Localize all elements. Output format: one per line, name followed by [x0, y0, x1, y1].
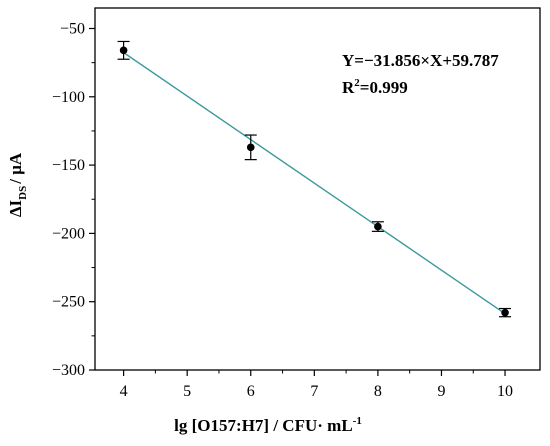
x-tick-label: 7: [310, 383, 318, 400]
x-axis-title: lg [O157:H7] / CFU· mL-1: [174, 415, 362, 435]
x-tick-label: 5: [183, 383, 191, 400]
y-tick-label: −150: [52, 157, 85, 174]
data-point: [501, 308, 509, 317]
y-axis-title: ΔIDS/ μA: [6, 152, 29, 217]
x-tick-label: 10: [497, 383, 513, 400]
fit-line: [123, 52, 506, 315]
x-tick-label: 6: [247, 383, 255, 400]
y-tick-label: −250: [52, 294, 85, 311]
data-point: [119, 46, 128, 55]
x-tick-label: 9: [437, 383, 445, 400]
r-squared: R2=0.999: [342, 77, 408, 97]
data-point: [246, 143, 255, 152]
tick-layer: 4 5 6 7 8 9 10 −50 −100 −150 −200 −250 −300: [52, 20, 513, 400]
y-tick-label: −100: [52, 89, 85, 106]
y-tick-label: −50: [60, 20, 85, 37]
x-tick-label: 8: [374, 383, 382, 400]
fit-equation: Y=−31.856×X+59.787: [342, 51, 499, 70]
x-tick-label: 4: [120, 383, 128, 400]
y-tick-label: −200: [52, 225, 85, 242]
data-point: [374, 222, 382, 231]
y-tick-label: −300: [52, 362, 85, 379]
plot-frame: [94, 7, 541, 371]
plot-layer: [94, 7, 541, 371]
